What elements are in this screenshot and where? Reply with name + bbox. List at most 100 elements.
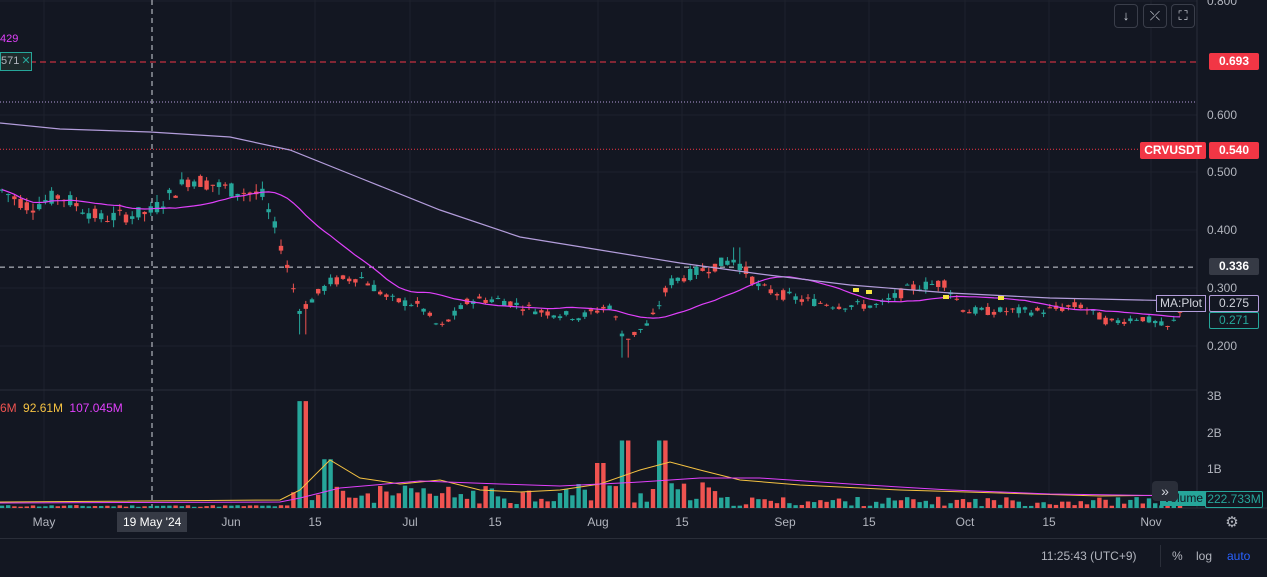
volume-bar	[905, 497, 910, 508]
volume-bar	[396, 493, 401, 508]
volume-bar	[173, 505, 178, 508]
volume-bar	[433, 495, 439, 508]
time-tick-label: 15	[862, 515, 876, 529]
candle-body	[793, 296, 798, 300]
volume-bar	[929, 504, 935, 508]
candle-body	[297, 311, 302, 314]
price-tick-label: 0.600	[1207, 108, 1237, 122]
volume-bar	[1115, 497, 1121, 508]
log-toggle[interactable]: log	[1196, 549, 1213, 563]
candle-body	[291, 288, 296, 290]
candle-body	[508, 301, 513, 307]
candle-body	[477, 296, 482, 299]
collapse-icon: ⤫	[1149, 8, 1161, 23]
volume-bar	[86, 506, 91, 508]
volume-bar	[55, 506, 60, 508]
volume-legend: 6M 92.61M 107.045M	[0, 401, 123, 415]
volume-bar	[402, 485, 408, 508]
candle-body	[303, 304, 308, 309]
percent-toggle[interactable]: %	[1172, 549, 1183, 563]
candle-body	[198, 175, 203, 187]
candle-body	[954, 298, 959, 300]
volume-bar	[545, 501, 550, 508]
volume-bar	[1060, 501, 1065, 508]
price-tick-label: 0.200	[1207, 339, 1237, 353]
candle-body	[1165, 325, 1170, 327]
candle-body	[148, 206, 153, 213]
candle-body	[92, 208, 98, 219]
volume-bar	[204, 506, 209, 508]
volume-bar	[948, 503, 953, 508]
scroll-to-realtime-button[interactable]: »	[1152, 481, 1178, 501]
candle-body	[49, 190, 54, 204]
volume-bar	[694, 498, 699, 508]
volume-bar	[247, 505, 253, 508]
candle-body	[440, 323, 445, 325]
candle-body	[545, 311, 550, 316]
legend-value-box[interactable]: 571 ✕	[0, 52, 32, 71]
volume-bar	[818, 500, 823, 508]
candle-body	[427, 312, 432, 316]
candle-body	[681, 278, 687, 282]
volume-bar	[495, 496, 501, 508]
candle-body	[607, 305, 612, 310]
candle-body	[18, 198, 23, 208]
volume-bar	[105, 505, 110, 508]
collapse-button[interactable]: ⤫	[1143, 4, 1167, 28]
volume-bar	[712, 491, 718, 508]
candle-body	[43, 200, 48, 203]
candle-body	[762, 284, 767, 286]
ma-signal-marker	[943, 295, 949, 299]
volume-bar	[663, 440, 668, 508]
volume-bar	[1066, 501, 1071, 508]
volume-bar	[1029, 505, 1034, 508]
candle-body	[179, 179, 184, 185]
volume-bar	[272, 506, 277, 508]
volume-bar	[619, 440, 625, 508]
candle-body	[216, 182, 222, 188]
volume-bar	[892, 500, 897, 508]
volume-bar	[49, 505, 54, 508]
volume-bar	[347, 497, 352, 508]
volume-bar	[74, 505, 79, 508]
volume-bar	[365, 493, 370, 508]
volume-bar	[1122, 503, 1127, 508]
time-tick-label: Aug	[587, 515, 608, 529]
candle-body	[1103, 317, 1108, 325]
volume-bar	[675, 489, 680, 508]
volume-bar	[322, 459, 327, 508]
candle-body	[1128, 318, 1133, 322]
candle-body	[142, 211, 147, 215]
volume-value-label: 222.733M	[1205, 491, 1263, 508]
candle-body	[1035, 307, 1040, 311]
candle-body	[1140, 317, 1145, 322]
candle-body	[37, 204, 42, 210]
volume-tick-label: 2B	[1207, 426, 1222, 440]
volume-bar	[812, 502, 817, 508]
close-icon[interactable]: ✕	[21, 55, 31, 67]
time-tick-label: Oct	[956, 515, 975, 529]
auto-toggle[interactable]: auto	[1227, 549, 1251, 563]
candle-body	[260, 188, 265, 197]
candle-body	[582, 312, 587, 317]
candle-body	[384, 294, 389, 297]
fullscreen-button[interactable]: ⛶	[1171, 4, 1195, 28]
volume-bar	[632, 502, 637, 508]
volume-tick-label: 3B	[1207, 389, 1222, 403]
candle-body	[514, 302, 519, 306]
double-chevron-right-icon: »	[1161, 483, 1169, 499]
download-button[interactable]: ↓	[1114, 4, 1138, 28]
candle-body	[192, 181, 197, 187]
settings-gear-icon[interactable]: ⚙	[1225, 514, 1239, 531]
candle-body	[911, 284, 916, 290]
volume-bar	[117, 505, 122, 508]
time-tick-label: 15	[675, 515, 689, 529]
volume-bar	[874, 501, 879, 508]
candle-body	[650, 312, 656, 315]
volume-bar	[898, 500, 904, 508]
legend-value-top: 429	[0, 33, 19, 45]
volume-tick-label: 1B	[1207, 462, 1222, 476]
ma-fast-line	[1, 189, 1181, 319]
